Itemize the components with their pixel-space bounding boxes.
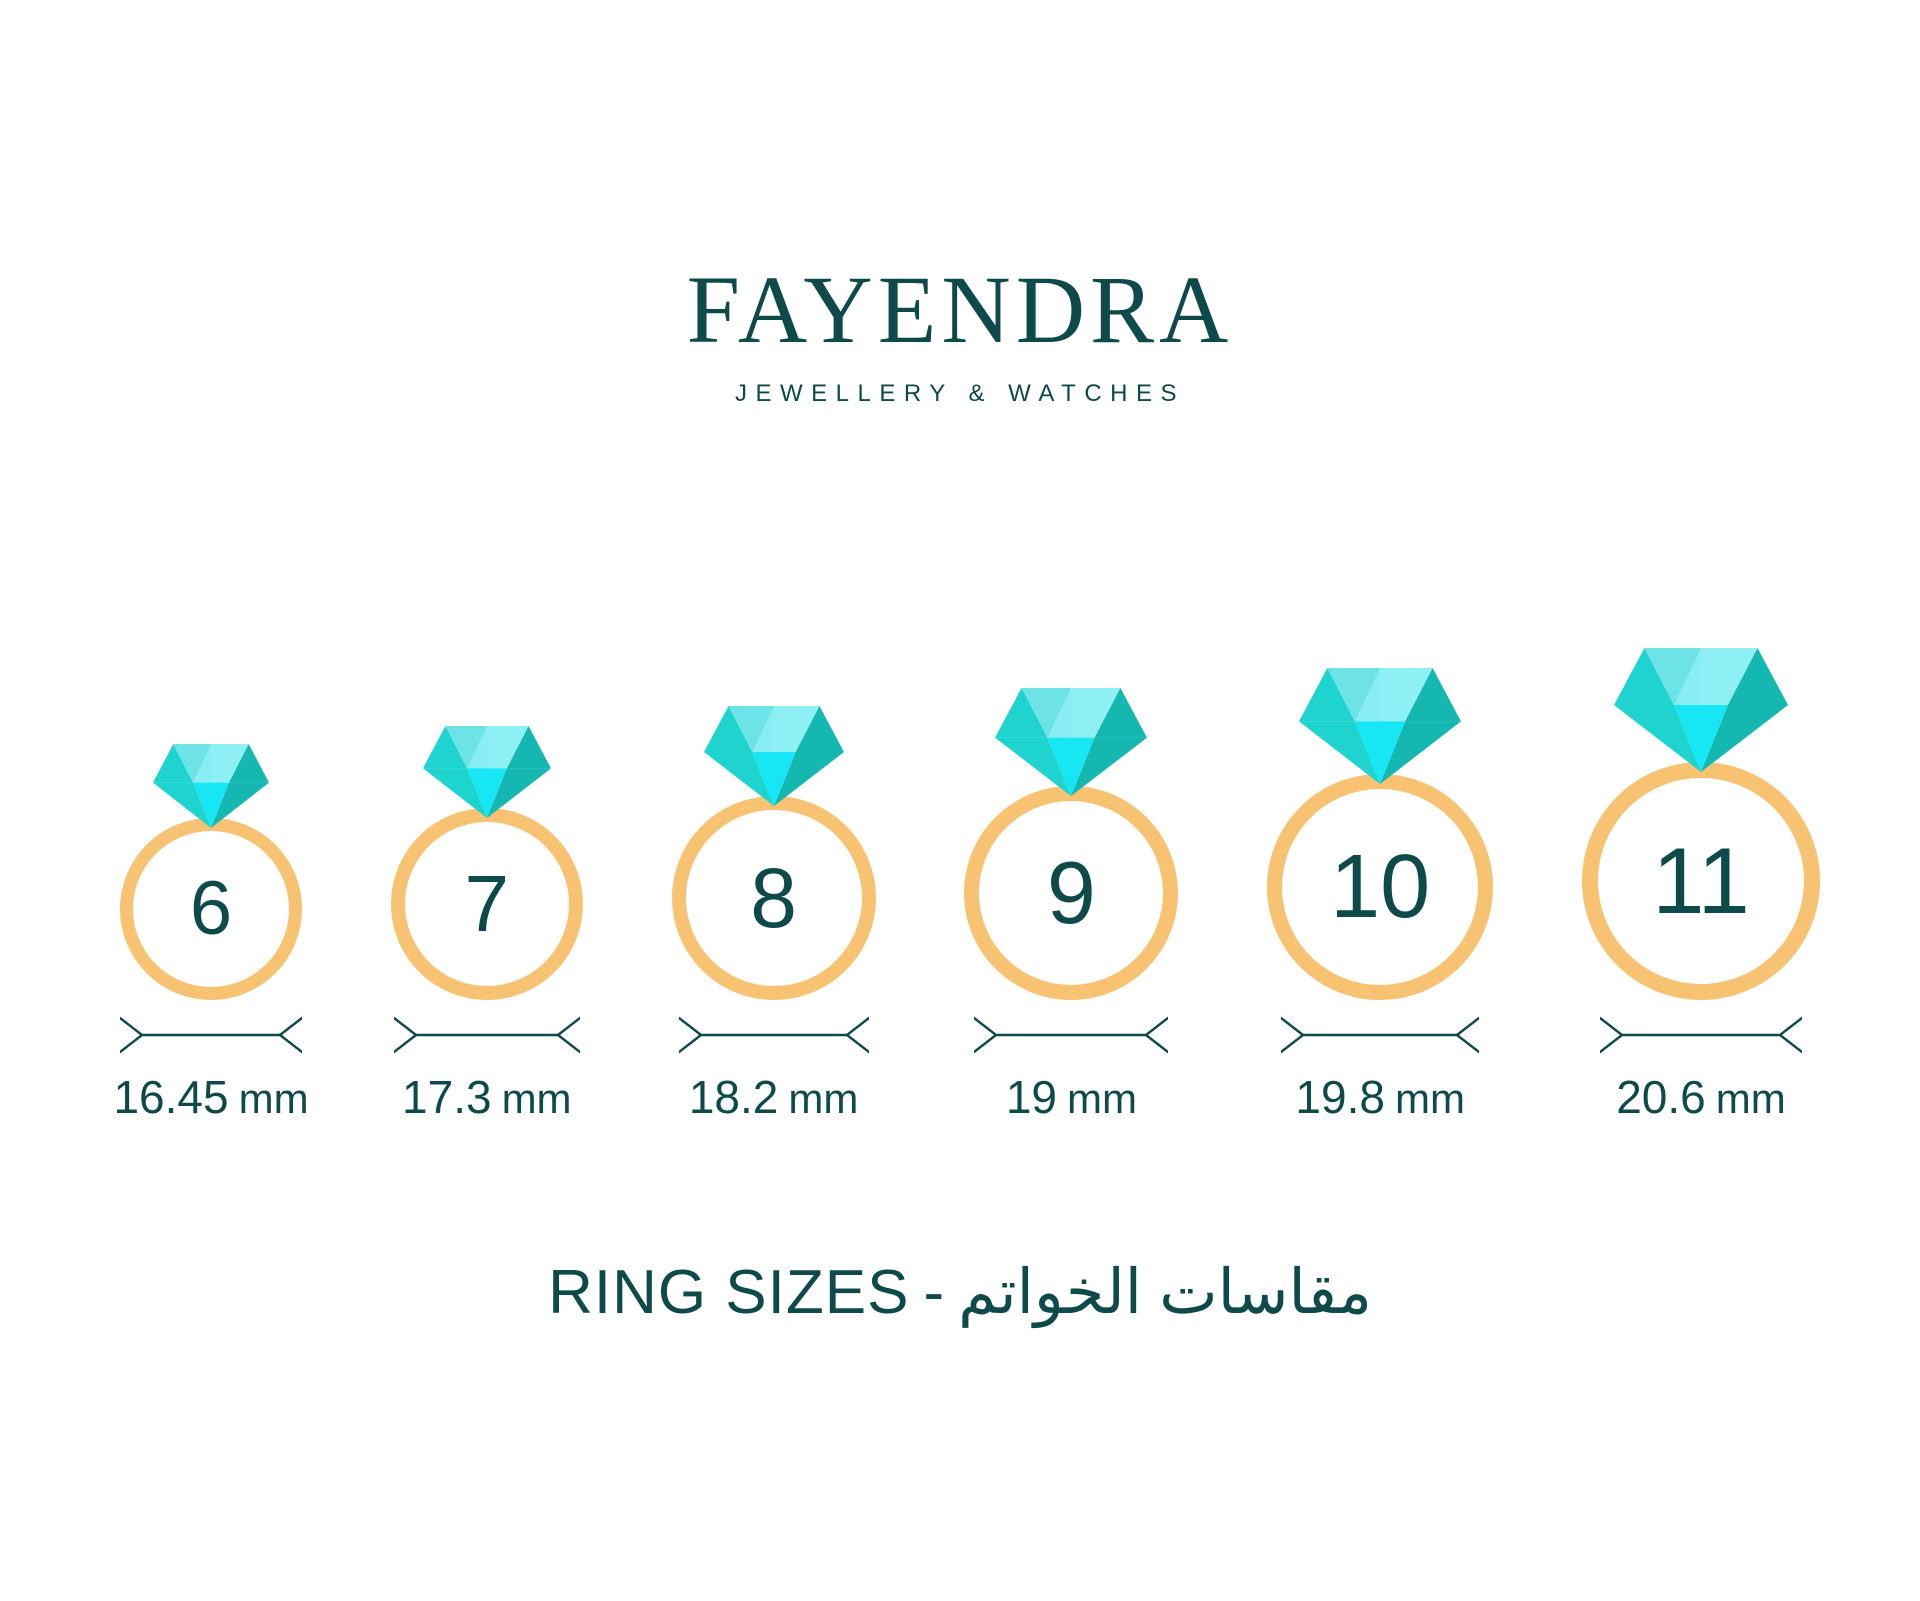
ring-size-8[interactable]: 8 xyxy=(671,706,876,1000)
ring-size-number: 6 xyxy=(189,866,233,951)
measurement-unit: mm xyxy=(238,1075,309,1122)
ring-size-number: 8 xyxy=(750,851,797,945)
page-title-english: RING SIZES xyxy=(548,1258,910,1327)
ring-size-number: 11 xyxy=(1652,828,1750,933)
dimension-arrow-9 xyxy=(964,1007,1178,1063)
measurement-value: 18.2 xyxy=(688,1071,779,1123)
ring-band: 6 xyxy=(120,818,302,1000)
dimension-arrow-6 xyxy=(120,1007,302,1063)
measurement-unit: mm xyxy=(788,1075,859,1122)
measurement-value: 17.3 xyxy=(402,1071,492,1123)
ring-figure: 6 xyxy=(120,744,302,1000)
dimension-arrow-icon xyxy=(1599,1016,1802,1054)
ring-size-10[interactable]: 10 xyxy=(1267,668,1494,1000)
measurement-label-8: 18.2 mm xyxy=(672,1070,876,1124)
dimension-arrow-7 xyxy=(391,1007,583,1063)
diamond-gem-icon xyxy=(1613,648,1788,772)
ring-size-number: 10 xyxy=(1330,837,1431,937)
brand-logo: FAYENDRA JEWELLERY & WATCHES xyxy=(0,262,1920,408)
ring-size-6[interactable]: 6 xyxy=(120,744,302,1000)
page-title: RING SIZES - مقاسات الخواتم xyxy=(0,1255,1920,1328)
measurement-label-6: 16.45 mm xyxy=(113,1070,308,1124)
dimension-arrow-row xyxy=(120,1005,1820,1065)
ring-figure: 10 xyxy=(1267,668,1494,1000)
measurement-label-11: 20.6 mm xyxy=(1582,1070,1820,1124)
diamond-gem-icon xyxy=(153,744,269,828)
diamond-gem-icon xyxy=(703,706,844,806)
dimension-arrow-icon xyxy=(393,1016,580,1054)
dimension-arrow-icon xyxy=(1281,1016,1480,1054)
dimension-arrow-11 xyxy=(1582,1007,1820,1063)
measurement-unit: mm xyxy=(1715,1075,1786,1122)
ring-size-number: 9 xyxy=(1046,843,1096,942)
ring-size-11[interactable]: 11 xyxy=(1581,648,1820,1000)
measurement-unit: mm xyxy=(501,1075,572,1122)
measurement-value: 20.6 xyxy=(1616,1071,1706,1123)
measurement-label-7: 17.3 mm xyxy=(391,1070,583,1124)
ring-figure: 11 xyxy=(1581,648,1820,1000)
diamond-gem-icon xyxy=(422,726,551,818)
brand-tagline: JEWELLERY & WATCHES xyxy=(734,380,1185,407)
measurement-value: 19.8 xyxy=(1295,1071,1385,1123)
dimension-arrow-icon xyxy=(974,1016,1169,1054)
ring-size-number: 7 xyxy=(464,859,510,948)
page-title-arabic: مقاسات الخواتم xyxy=(958,1258,1372,1327)
measurement-unit: mm xyxy=(1394,1075,1465,1122)
measurement-value: 19 xyxy=(1005,1071,1057,1123)
ring-size-7[interactable]: 7 xyxy=(390,726,583,1000)
ring-figure: 8 xyxy=(671,706,876,1000)
ring-size-9[interactable]: 9 xyxy=(964,688,1179,1000)
ring-band: 8 xyxy=(671,796,876,1000)
ring-band: 11 xyxy=(1581,762,1820,1000)
brand-name: FAYENDRA xyxy=(686,256,1234,363)
measurement-unit: mm xyxy=(1066,1075,1137,1122)
dimension-arrow-8 xyxy=(672,1007,876,1063)
ring-figure: 7 xyxy=(390,726,583,1000)
page-title-separator: - xyxy=(923,1258,945,1327)
ring-band: 7 xyxy=(390,808,583,1000)
measurement-label-9: 19 mm xyxy=(964,1070,1178,1124)
ring-band: 10 xyxy=(1267,774,1494,1000)
measurement-label-row: 16.45 mm 17.3 mm 18.2 mm 19 mm 19.8 mm 20.6 mm xyxy=(113,1070,1820,1140)
dimension-arrow-icon xyxy=(120,1016,302,1054)
dimension-arrow-icon xyxy=(678,1016,869,1054)
dimension-arrow-10 xyxy=(1267,1007,1493,1063)
ring-figure: 9 xyxy=(964,688,1179,1000)
measurement-value: 16.45 xyxy=(113,1071,229,1123)
diamond-gem-icon xyxy=(1299,668,1462,784)
measurement-label-10: 19.8 mm xyxy=(1267,1070,1493,1124)
ring-size-row: 6 7 8 xyxy=(120,600,1820,1000)
ring-band: 9 xyxy=(964,786,1179,1000)
diamond-gem-icon xyxy=(995,688,1148,796)
